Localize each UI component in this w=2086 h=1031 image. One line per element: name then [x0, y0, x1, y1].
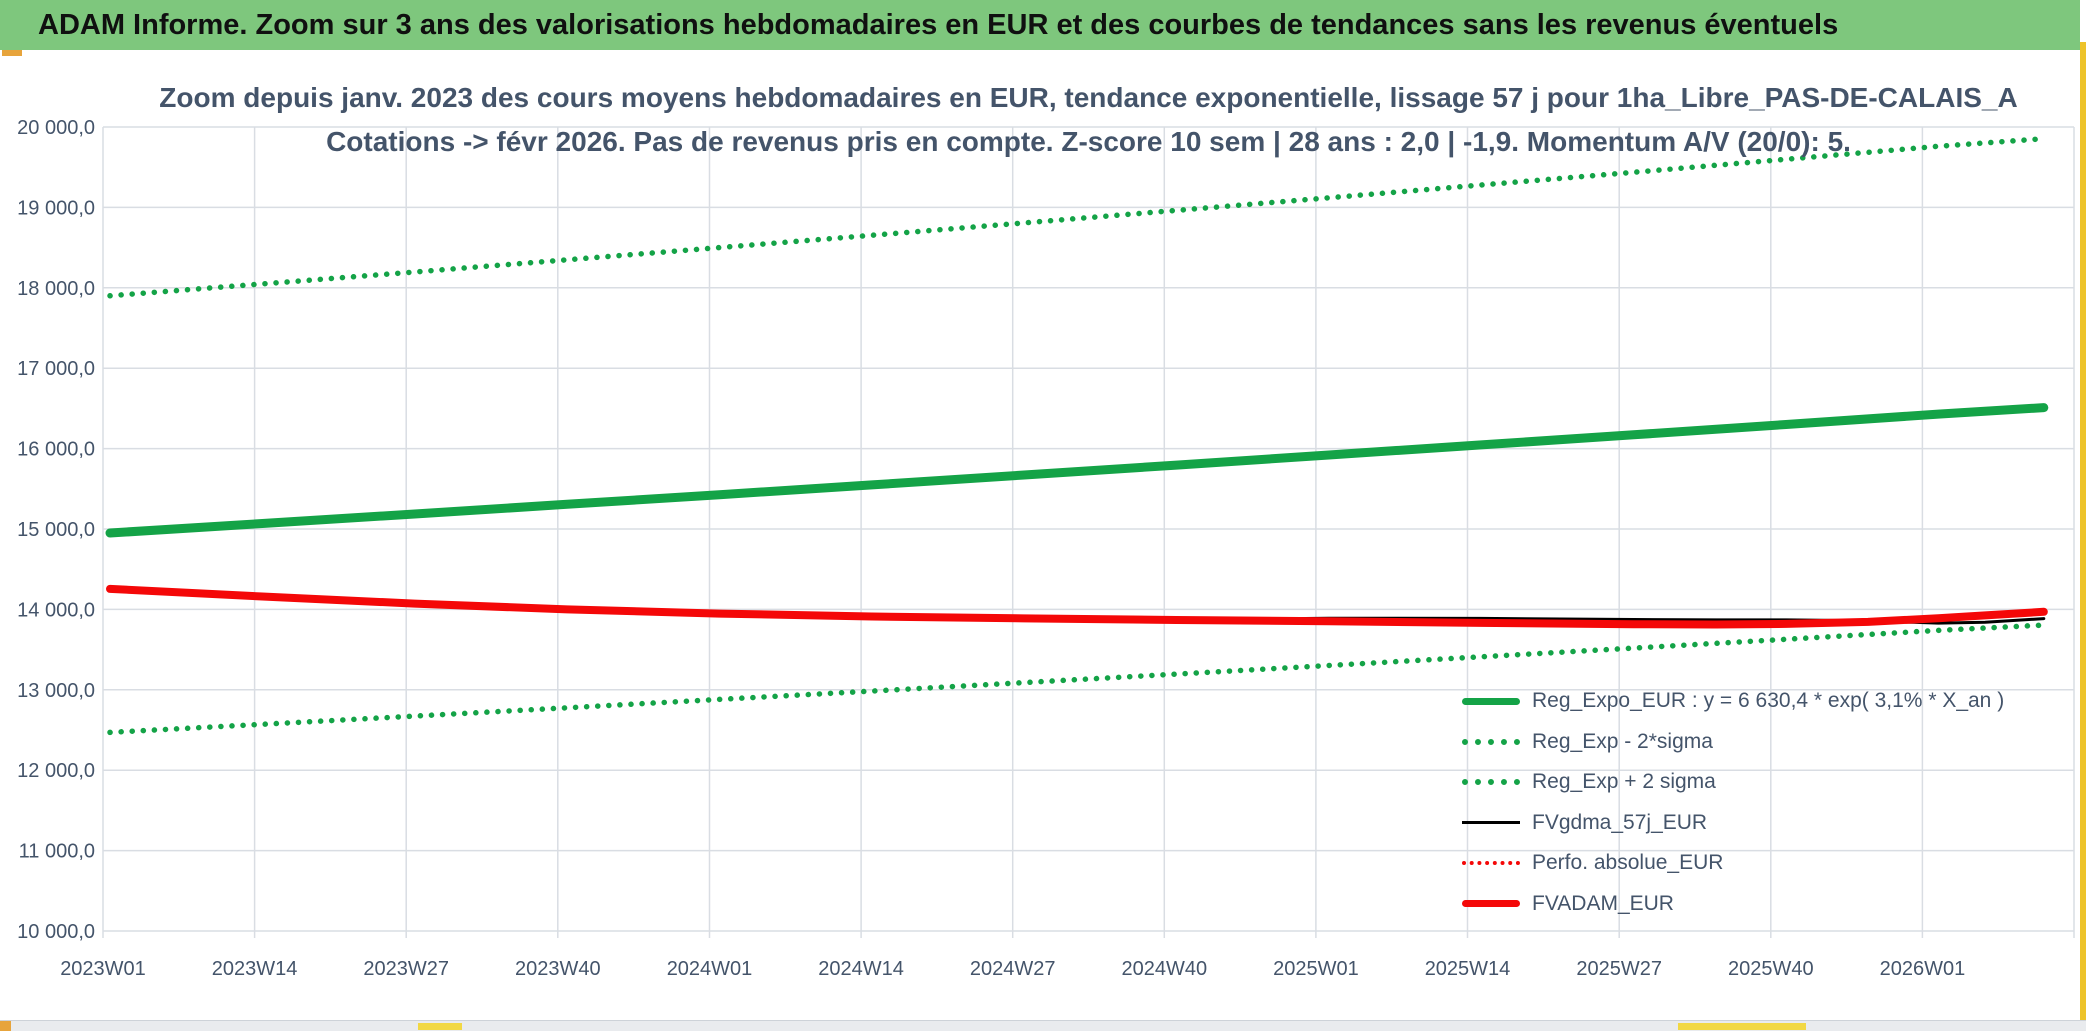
- legend-item-reg-exp-minus-2sigma: Reg_Exp - 2*sigma: [1462, 722, 2004, 763]
- y-axis-label: 20 000,0: [17, 117, 95, 139]
- legend-item-fvadam: FVADAM_EUR: [1462, 884, 2004, 925]
- legend-line-sample-black-thin: [1462, 821, 1520, 825]
- y-axis-label: 17 000,0: [17, 358, 95, 380]
- x-axis-label: 2023W27: [363, 958, 449, 980]
- legend-item-fvgdma-57j: FVgdma_57j_EUR: [1462, 803, 2004, 844]
- x-axis-label: 2023W14: [212, 958, 298, 980]
- x-axis-label: 2023W40: [515, 958, 601, 980]
- chart-title-line2: Cotations -> févr 2026. Pas de revenus p…: [326, 126, 1851, 157]
- y-axis-label: 11 000,0: [19, 841, 95, 863]
- series-reg_expo: [105, 403, 2049, 538]
- legend-label: Reg_Expo_EUR : y = 6 630,4 * exp( 3,1% *…: [1532, 689, 2005, 713]
- y-axis-label: 16 000,0: [17, 439, 95, 461]
- x-axis-label: 2025W14: [1425, 958, 1511, 980]
- legend-line-sample-red-dotted: [1462, 861, 1520, 866]
- legend-line-sample-green-thick: [1462, 697, 1520, 705]
- chart-legend: Reg_Expo_EUR : y = 6 630,4 * exp( 3,1% *…: [1462, 681, 2004, 924]
- chart-title: Zoom depuis janv. 2023 des cours moyens …: [103, 76, 2074, 164]
- bottom-scrollbar-segment[interactable]: [1678, 1023, 1806, 1030]
- x-axis-label: 2025W27: [1576, 958, 1662, 980]
- x-axis-label: 2026W01: [1880, 958, 1966, 980]
- legend-item-reg-exp-plus-2sigma: Reg_Exp + 2 sigma: [1462, 762, 2004, 803]
- x-axis-label: 2024W27: [970, 958, 1056, 980]
- x-axis-label: 2023W01: [60, 958, 146, 980]
- series-reg_exp_plus_2sigma: [107, 135, 2047, 299]
- bottom-scrollbar-segment[interactable]: [418, 1023, 462, 1030]
- right-edge-scroll-strip[interactable]: [2080, 42, 2086, 1031]
- window-title: ADAM Informe. Zoom sur 3 ans des valoris…: [38, 9, 1839, 41]
- bottom-left-accent: [0, 1021, 11, 1031]
- bottom-bar: [0, 1020, 2086, 1031]
- x-axis-label: 2025W40: [1728, 958, 1814, 980]
- y-axis-label: 12 000,0: [17, 760, 95, 782]
- series-reg_exp_minus_2sigma: [107, 622, 2047, 736]
- x-axis-label: 2024W14: [818, 958, 904, 980]
- chart-title-line1: Zoom depuis janv. 2023 des cours moyens …: [159, 82, 2018, 113]
- y-axis-label: 15 000,0: [17, 519, 95, 541]
- series-fvadam: [106, 584, 2048, 629]
- y-axis-label: 10 000,0: [17, 921, 95, 943]
- legend-item-perfo-absolue: Perfo. absolue_EUR: [1462, 843, 2004, 884]
- legend-label: Reg_Exp + 2 sigma: [1532, 770, 1716, 794]
- legend-label: Perfo. absolue_EUR: [1532, 851, 1724, 875]
- window-title-bar: ADAM Informe. Zoom sur 3 ans des valoris…: [0, 0, 2080, 50]
- legend-item-reg-expo: Reg_Expo_EUR : y = 6 630,4 * exp( 3,1% *…: [1462, 681, 2004, 722]
- x-axis-label: 2024W01: [667, 958, 753, 980]
- legend-line-sample-red-thick: [1462, 900, 1520, 908]
- y-axis-label: 14 000,0: [17, 599, 95, 621]
- y-axis-label: 13 000,0: [17, 680, 95, 702]
- legend-line-sample-green-dotted: [1462, 779, 1520, 786]
- left-edge-accent: [2, 50, 22, 56]
- legend-label: FVADAM_EUR: [1532, 891, 1674, 915]
- y-axis-label: 19 000,0: [17, 197, 95, 219]
- legend-label: Reg_Exp - 2*sigma: [1532, 729, 1713, 753]
- legend-line-sample-green-dotted: [1462, 738, 1520, 745]
- y-axis-label: 18 000,0: [17, 278, 95, 300]
- x-axis-label: 2024W40: [1121, 958, 1207, 980]
- legend-label: FVgdma_57j_EUR: [1532, 810, 1708, 834]
- x-axis-label: 2025W01: [1273, 958, 1359, 980]
